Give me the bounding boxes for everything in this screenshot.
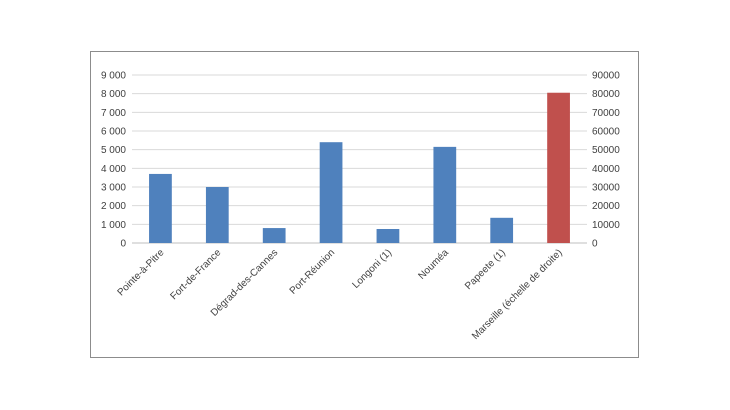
y2-tick-label: 10000 — [592, 220, 620, 231]
bar — [319, 142, 343, 243]
x-tick-label: Marseille (échelle de droite) — [470, 247, 565, 342]
y-tick-label: 7 000 — [101, 108, 126, 119]
bar — [376, 229, 400, 243]
bar-chart: 0 1 000 2 000 3 000 4 000 5 000 6 000 7 000 8 00… — [101, 71, 620, 342]
y2-tick-label: 70000 — [592, 108, 620, 119]
y-tick-label: 9 000 — [101, 71, 126, 82]
y2-tick-label: 80000 — [592, 89, 620, 100]
y-tick-label: 4 000 — [101, 164, 126, 175]
bar — [433, 146, 457, 243]
x-tick-label: Longoni (1) — [351, 247, 395, 291]
y2-tick-label: 60000 — [592, 127, 620, 138]
x-tick-label: Papeete (1) — [463, 247, 508, 292]
y-tick-label: 3 000 — [101, 183, 126, 194]
y2-tick-label: 90000 — [592, 71, 620, 82]
bar — [262, 228, 286, 243]
y-tick-label: 1 000 — [101, 220, 126, 231]
bar — [547, 92, 570, 243]
x-tick-label: Fort-de-France — [169, 247, 224, 302]
y2-tick-label: 30000 — [592, 183, 620, 194]
bar — [205, 187, 229, 243]
x-tick-label: Pointe-à-Pitre — [116, 247, 167, 298]
y-tick-label: 8 000 — [101, 89, 126, 100]
y-tick-label: 0 — [120, 239, 126, 250]
y2-tick-label: 20000 — [592, 201, 620, 212]
y-tick-label: 2 000 — [101, 201, 126, 212]
x-tick-label: Nouméa — [416, 247, 451, 282]
y2-tick-label: 40000 — [592, 164, 620, 175]
y2-tick-label: 50000 — [592, 145, 620, 156]
x-tick-label: Port-Réunion — [288, 247, 337, 296]
chart-frame: 0 1 000 2 000 3 000 4 000 5 000 6 000 7 000 8 00… — [90, 51, 639, 358]
y-tick-label: 5 000 — [101, 145, 126, 156]
y2-tick-label: 0 — [592, 239, 598, 250]
bar — [490, 217, 514, 243]
bar — [149, 173, 172, 243]
y-tick-label: 6 000 — [101, 127, 126, 138]
